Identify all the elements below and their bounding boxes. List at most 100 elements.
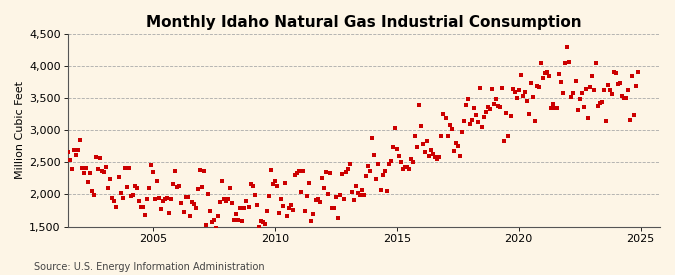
Point: [343, 167, 354, 171]
Point: [105, 176, 116, 181]
Point: [509, 89, 520, 94]
Point: [481, 110, 491, 114]
Point: [558, 91, 569, 96]
Point: [253, 224, 264, 229]
Point: [277, 204, 288, 208]
Point: [190, 206, 201, 211]
Point: [241, 198, 252, 203]
Point: [589, 88, 599, 92]
Point: [144, 186, 155, 191]
Point: [304, 180, 315, 185]
Point: [140, 213, 151, 218]
Point: [593, 104, 603, 108]
Point: [233, 218, 244, 222]
Point: [257, 219, 268, 224]
Point: [168, 182, 179, 186]
Point: [294, 168, 304, 173]
Point: [440, 116, 451, 120]
Point: [365, 168, 376, 173]
Point: [126, 194, 136, 198]
Point: [583, 116, 593, 120]
Point: [519, 90, 530, 95]
Point: [209, 218, 219, 222]
Point: [308, 212, 319, 216]
Point: [470, 112, 481, 117]
Point: [255, 218, 266, 223]
Point: [543, 74, 554, 78]
Point: [548, 102, 559, 106]
Point: [375, 188, 386, 192]
Point: [412, 144, 423, 149]
Point: [545, 106, 556, 110]
Point: [515, 73, 526, 78]
Point: [101, 165, 112, 169]
Point: [625, 118, 636, 123]
Point: [99, 170, 110, 174]
Point: [539, 71, 550, 75]
Point: [314, 200, 325, 205]
Point: [103, 186, 114, 190]
Point: [347, 190, 358, 194]
Point: [327, 205, 338, 210]
Point: [194, 168, 205, 172]
Point: [564, 59, 575, 64]
Point: [119, 166, 130, 170]
Point: [613, 82, 624, 86]
Point: [578, 105, 589, 109]
Point: [351, 183, 362, 188]
Point: [122, 184, 132, 189]
Point: [408, 160, 418, 164]
Point: [92, 167, 103, 171]
Point: [205, 209, 215, 213]
Point: [247, 184, 258, 188]
Point: [316, 175, 327, 180]
Point: [109, 199, 120, 203]
Point: [599, 87, 610, 92]
Point: [432, 156, 443, 161]
Point: [300, 209, 310, 213]
Point: [442, 134, 453, 138]
Point: [430, 155, 441, 159]
Point: [537, 76, 548, 81]
Point: [541, 70, 552, 74]
Point: [148, 170, 159, 174]
Point: [292, 171, 302, 176]
Point: [333, 216, 344, 220]
Point: [142, 197, 153, 201]
Point: [284, 205, 294, 210]
Point: [556, 80, 567, 84]
Point: [243, 205, 254, 209]
Point: [591, 60, 601, 65]
Point: [499, 139, 510, 143]
Point: [574, 97, 585, 101]
Point: [410, 134, 421, 138]
Point: [323, 192, 333, 196]
Point: [74, 138, 85, 142]
Point: [570, 79, 581, 83]
Point: [198, 168, 209, 173]
Point: [357, 188, 368, 193]
Point: [184, 214, 195, 219]
Point: [456, 130, 467, 134]
Point: [76, 166, 87, 170]
Point: [585, 85, 595, 89]
Point: [265, 168, 276, 173]
Point: [261, 208, 272, 213]
Point: [196, 184, 207, 189]
Point: [186, 200, 197, 205]
Point: [111, 205, 122, 209]
Point: [560, 60, 571, 65]
Point: [603, 83, 614, 87]
Point: [355, 192, 366, 197]
Point: [113, 175, 124, 179]
Point: [107, 196, 118, 200]
Point: [531, 84, 542, 89]
Point: [394, 154, 404, 158]
Point: [152, 179, 163, 183]
Point: [404, 167, 414, 171]
Point: [52, 136, 63, 140]
Point: [601, 119, 612, 123]
Point: [438, 112, 449, 116]
Point: [298, 169, 308, 173]
Point: [422, 139, 433, 143]
